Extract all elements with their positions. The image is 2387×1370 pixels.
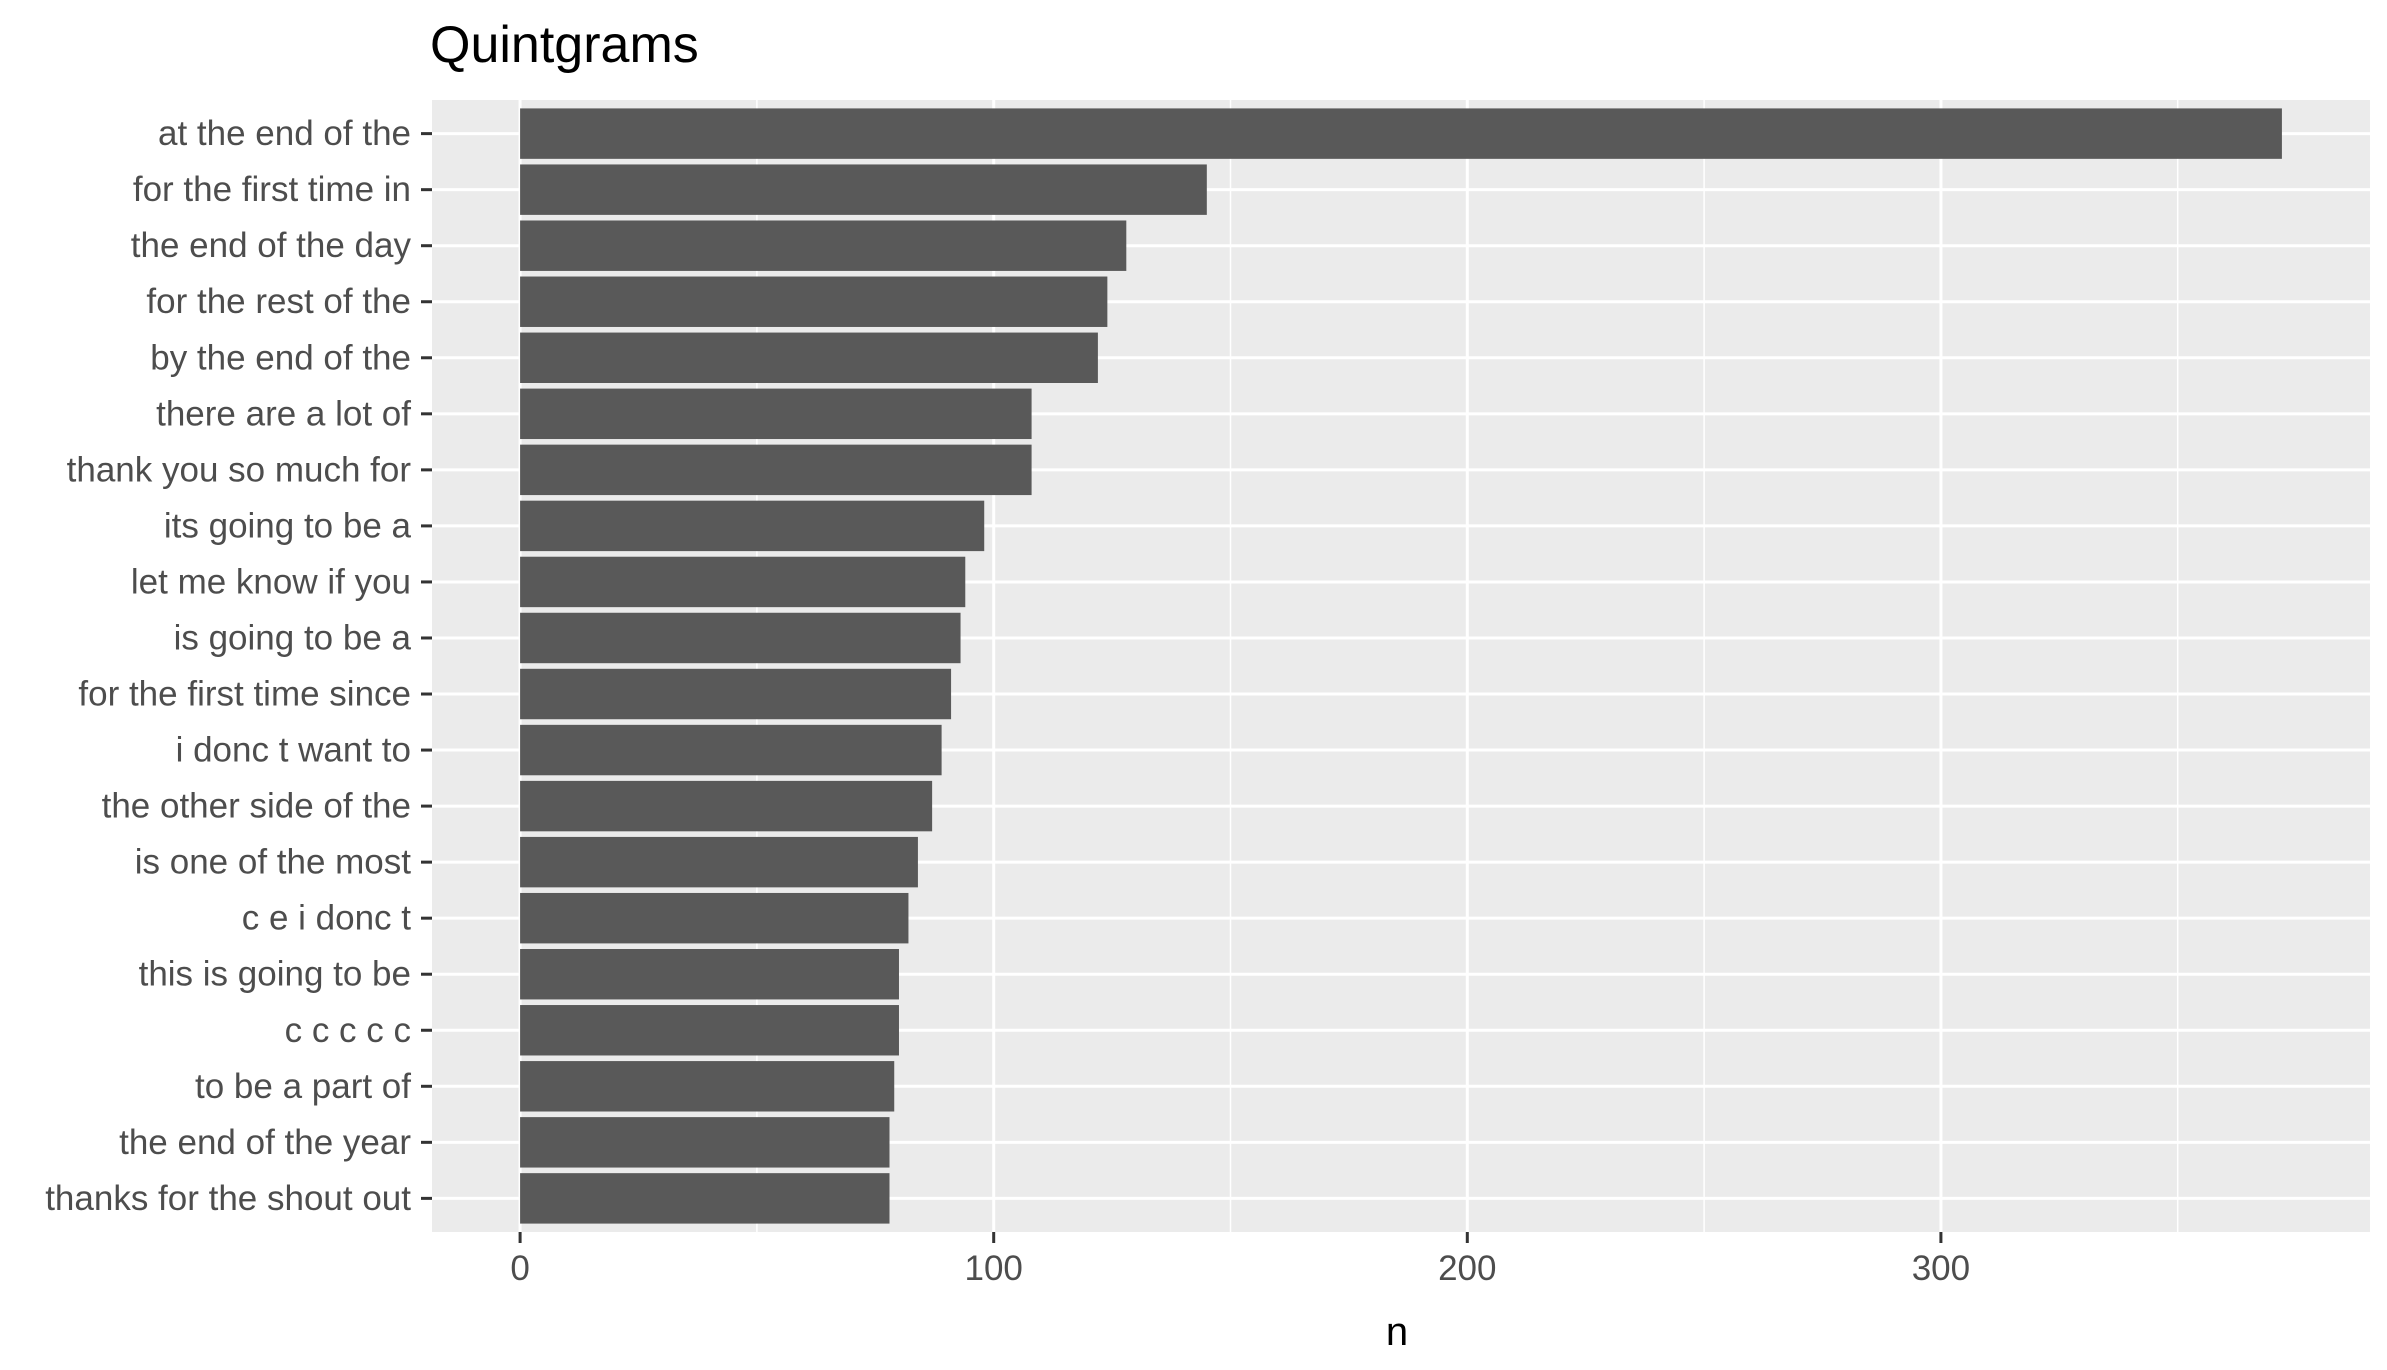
bar bbox=[520, 332, 1098, 383]
bar bbox=[520, 388, 1032, 440]
bar bbox=[520, 892, 909, 944]
y-tick-label: by the end of the bbox=[150, 338, 411, 377]
y-tick-label: i donc t want to bbox=[176, 731, 411, 770]
bar bbox=[520, 500, 985, 552]
y-tick-label: the end of the year bbox=[119, 1123, 411, 1162]
bar bbox=[520, 949, 899, 1000]
y-tick-label: c e i donc t bbox=[242, 899, 412, 938]
bar bbox=[520, 444, 1032, 496]
bar bbox=[520, 556, 966, 608]
y-tick-label: at the end of the bbox=[158, 114, 411, 153]
y-tick-label: the end of the day bbox=[131, 226, 412, 265]
y-tick-label: is one of the most bbox=[135, 843, 412, 882]
bar bbox=[520, 1061, 895, 1112]
bar bbox=[520, 1117, 890, 1168]
y-tick-label: for the first time in bbox=[133, 170, 411, 209]
x-tick-label: 100 bbox=[964, 1249, 1022, 1288]
bars bbox=[520, 108, 2282, 1224]
bar bbox=[520, 780, 933, 832]
x-axis-title: n bbox=[1386, 1310, 1408, 1354]
x-tick-label: 300 bbox=[1912, 1249, 1970, 1288]
bar bbox=[520, 1173, 890, 1224]
y-tick-label: its going to be a bbox=[164, 506, 412, 545]
bar bbox=[520, 1005, 899, 1056]
y-tick-label: there are a lot of bbox=[156, 394, 411, 433]
y-tick-label: for the rest of the bbox=[146, 282, 411, 321]
x-tick-label: 200 bbox=[1438, 1249, 1496, 1288]
bar bbox=[520, 724, 942, 776]
bar bbox=[520, 164, 1207, 215]
chart-title: Quintgrams bbox=[430, 16, 699, 74]
bar bbox=[520, 276, 1108, 327]
bar bbox=[520, 612, 961, 664]
bar bbox=[520, 836, 918, 888]
y-tick-label: the other side of the bbox=[102, 787, 411, 826]
axes: at the end of the for the first time in th… bbox=[45, 114, 1970, 1288]
bar bbox=[520, 220, 1127, 271]
y-tick-label: c c c c c bbox=[285, 1011, 411, 1050]
x-tick-label: 0 bbox=[510, 1249, 529, 1288]
y-tick-label: for the first time since bbox=[78, 675, 411, 714]
y-tick-label: is going to be a bbox=[174, 618, 412, 657]
y-tick-label: this is going to be bbox=[139, 955, 411, 994]
bar bbox=[520, 108, 2282, 159]
y-tick-label: let me know if you bbox=[131, 562, 411, 601]
bar bbox=[520, 668, 952, 720]
y-tick-label: thank you so much for bbox=[67, 450, 412, 489]
y-tick-label: thanks for the shout out bbox=[45, 1179, 411, 1218]
y-tick-label: to be a part of bbox=[195, 1067, 411, 1106]
